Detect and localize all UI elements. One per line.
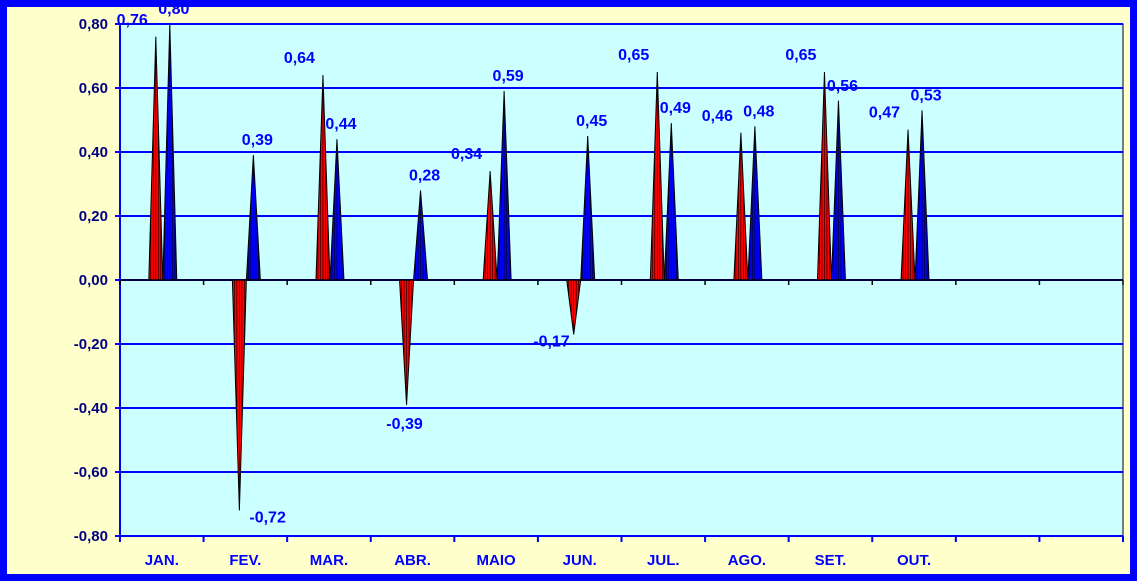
x-tick-label: MAIO [477,552,516,569]
data-label: 0,45 [576,113,607,130]
data-label: 0,44 [325,116,356,133]
x-tick-label: JUN. [563,552,597,569]
data-label: 0,39 [242,132,273,149]
y-tick-label: 0,40 [79,144,108,161]
data-label: -0,72 [249,509,286,526]
x-tick-label: JUL. [647,552,680,569]
data-label: 0,59 [493,68,524,85]
data-label: 0,56 [827,78,858,95]
data-label: 0,48 [743,103,774,120]
data-label: 0,34 [451,146,482,163]
data-label: 0,64 [284,50,315,67]
data-label: 0,80 [158,7,189,18]
data-labels: 0,76 0,80 -0,72 0,39 0,64 0,44 -0,39 0,28 0,34 0,… [117,7,942,526]
y-tick-label: 0,00 [79,272,108,289]
x-tick-label: JAN. [145,552,179,569]
x-tick-labels: JAN. FEV. MAR. ABR. MAIO JUN. JUL. AGO. SET. OUT. [145,552,931,569]
series-marks [120,23,1123,511]
y-tick-label: -0,60 [74,464,108,481]
data-label: 0,65 [618,47,649,64]
axes [115,23,1124,542]
x-tick-label: ABR. [394,552,431,569]
x-tick-label: MAR. [310,552,348,569]
data-label: -0,39 [386,416,423,433]
y-tick-labels: -0,80 -0,60 -0,40 -0,20 0,00 0,20 0,40 0,60 0,80 [74,16,108,545]
data-label: 0,28 [409,167,440,184]
y-tick-label: 0,80 [79,16,108,33]
x-tick-label: SET. [815,552,847,569]
data-label: 0,46 [702,108,733,125]
y-tick-label: -0,40 [74,400,108,417]
y-tick-label: 0,60 [79,80,108,97]
x-tick-label: AGO. [728,552,766,569]
chart: -0,80 -0,60 -0,40 -0,20 0,00 0,20 0,40 0,60 0,80… [74,7,1124,569]
data-label: -0,17 [533,333,570,350]
data-label: 0,65 [785,47,816,64]
y-tick-label: -0,80 [74,528,108,545]
data-label: 0,49 [660,100,691,117]
data-label: 0,76 [117,12,148,29]
y-tick-label: 0,20 [79,208,108,225]
chart-frame: -0,80 -0,60 -0,40 -0,20 0,00 0,20 0,40 0,60 0,80… [7,7,1130,574]
x-tick-label: OUT. [897,552,931,569]
y-tick-label: -0,20 [74,336,108,353]
data-label: 0,53 [910,87,941,104]
x-tick-label: FEV. [229,552,261,569]
data-label: 0,47 [869,105,900,122]
